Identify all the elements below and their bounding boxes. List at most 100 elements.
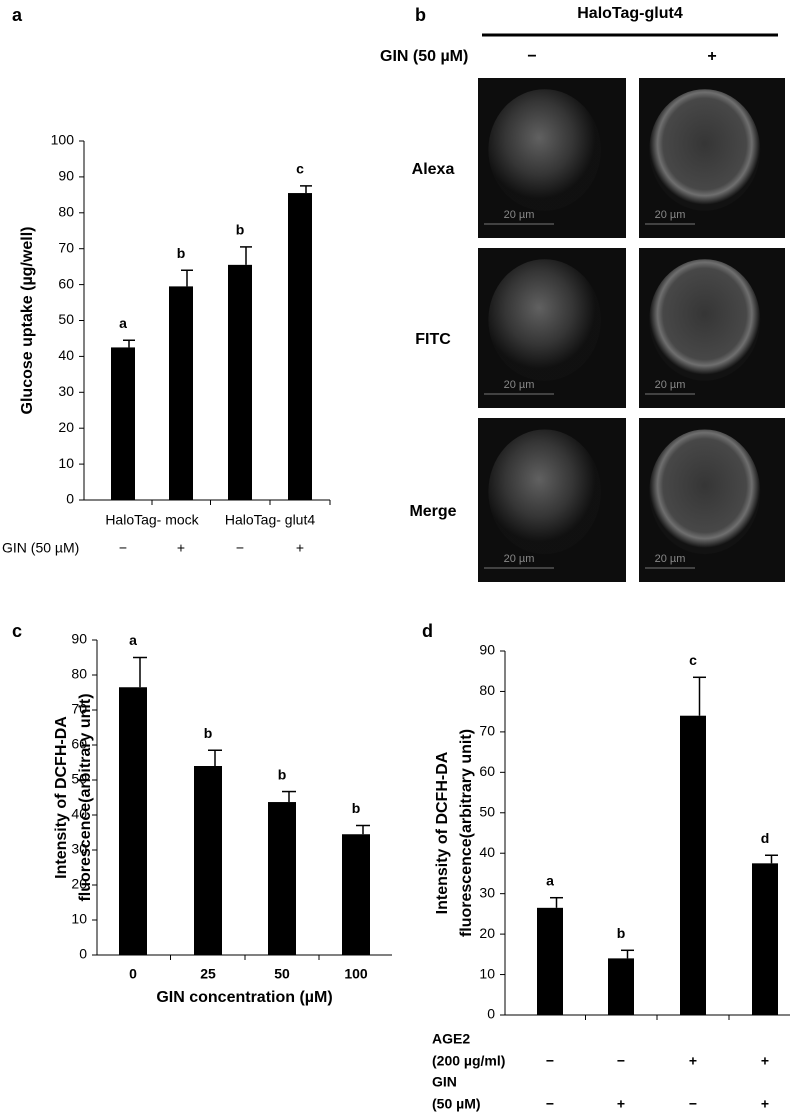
row-label: FITC [415,331,451,348]
y-tick-label: 30 [479,884,495,900]
bar [288,193,312,500]
scale-label: 20 µm [655,209,686,221]
y-tick-label: 100 [51,132,75,148]
bar [228,264,252,500]
y-tick-label: 80 [71,666,87,682]
x-tick-label: 0 [129,966,137,982]
bar [169,286,193,500]
panel-letter: b [415,5,426,25]
significance-letter: a [119,315,127,331]
scale-label: 20 µm [504,209,535,221]
y-tick-label: 90 [479,642,495,658]
row-sign: + [689,1053,697,1069]
x-tick-label: − [236,540,244,556]
y-tick-label: 40 [58,347,74,363]
x-tick-label: − [119,540,127,556]
significance-letter: b [278,766,287,782]
significance-letter: a [546,872,554,888]
y-tick-label: 90 [71,631,87,647]
scale-label: 20 µm [655,379,686,391]
y-tick-label: 80 [479,682,495,698]
row-sign: + [761,1096,769,1112]
cell [488,89,601,211]
bar [752,863,778,1015]
row-sign: − [617,1053,625,1069]
x-tick-label: + [177,540,185,556]
x-tick-label: 100 [344,966,368,982]
row-label: Alexa [412,161,455,178]
error-bar [133,656,147,688]
panel-letter: a [12,5,23,25]
row-label: (200 µg/ml) [432,1053,505,1069]
y-tick-label: 70 [479,723,495,739]
error-bar [621,949,634,959]
significance-letter: b [236,222,245,238]
cell [488,259,601,381]
row-sign: + [761,1053,769,1069]
y-axis-label: fluorescence(arbitrary unit) [77,693,94,901]
significance-letter: b [352,800,361,816]
error-bar [765,854,778,864]
bar [194,766,222,955]
y-tick-label: 50 [479,803,495,819]
column-label: − [527,48,536,65]
bar [268,802,296,955]
y-tick-label: 50 [58,311,74,327]
x-axis-label: GIN concentration (µM) [156,989,332,1006]
panel-letter: d [422,621,433,641]
y-tick-label: 0 [487,1006,495,1022]
bar [111,347,135,500]
bar [119,687,147,955]
y-axis-label: fluorescence(arbitrary unit) [458,729,475,937]
row-sign: + [617,1096,625,1112]
y-axis-label: Glucose uptake (µg/well) [19,227,36,415]
significance-letter: c [689,652,697,668]
row-label: GIN [432,1074,457,1090]
y-tick-label: 70 [71,701,87,717]
y-tick-label: 60 [479,763,495,779]
significance-letter: b [204,725,213,741]
significance-letter: b [617,925,626,941]
y-tick-label: 10 [71,911,87,927]
error-bar [693,676,706,716]
y-tick-label: 80 [58,204,74,220]
significance-letter: a [129,632,137,648]
group-label: HaloTag- mock [105,512,199,528]
y-tick-label: 20 [71,876,87,892]
significance-letter: c [296,161,304,177]
panel-letter: c [12,621,22,641]
x-tick-label: 50 [274,966,290,982]
scale-label: 20 µm [655,553,686,565]
error-bar [356,824,370,835]
header: HaloTag-glut4 [577,5,683,22]
scale-label: 20 µm [504,379,535,391]
error-bar [240,246,252,265]
y-tick-label: 50 [71,771,87,787]
bar [680,715,706,1015]
bar [537,907,563,1015]
scale-label: 20 µm [504,553,535,565]
error-bar [300,185,312,194]
y-tick-label: 60 [71,736,87,752]
row-label: AGE2 [432,1031,470,1047]
row-sign: − [689,1096,697,1112]
error-bar [123,339,135,348]
x-tick-label: 25 [200,966,216,982]
row-label: Merge [409,503,456,520]
y-tick-label: 70 [58,239,74,255]
y-tick-label: 30 [71,841,87,857]
bar [342,834,370,955]
cell [649,429,761,555]
group-label: HaloTag- glut4 [225,512,315,528]
significance-letter: d [761,830,770,846]
row-label: (50 µM) [432,1096,481,1112]
error-bar [282,790,296,803]
y-tick-label: 0 [79,946,87,962]
cell [649,259,761,381]
row-sign: − [546,1096,554,1112]
y-tick-label: 60 [58,275,74,291]
micrographs: 20 µm 20 µm 20 µm 20 µm 20 µm 20 µm [478,78,785,582]
error-bar [181,269,193,287]
row-label: GIN (50 µM) [2,540,79,556]
